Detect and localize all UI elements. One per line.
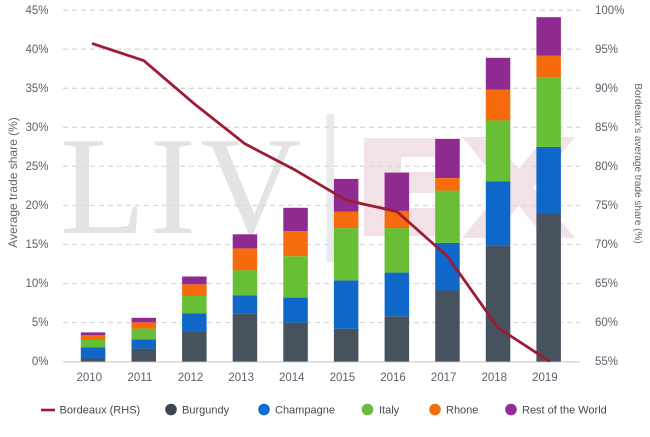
svg-text:5%: 5%: [32, 317, 49, 329]
svg-text:LIV: LIV: [60, 109, 305, 264]
svg-text:2014: 2014: [279, 372, 305, 384]
svg-text:2010: 2010: [77, 372, 103, 384]
svg-text:15%: 15%: [25, 239, 48, 251]
svg-text:0%: 0%: [32, 356, 49, 368]
svg-text:2017: 2017: [431, 372, 457, 384]
svg-text:Average trade share (%): Average trade share (%): [6, 117, 20, 248]
svg-text:Champagne: Champagne: [275, 405, 335, 417]
svg-text:Italy: Italy: [379, 405, 400, 417]
svg-text:85%: 85%: [595, 122, 618, 134]
svg-text:25%: 25%: [25, 161, 48, 173]
svg-text:Rest of the World: Rest of the World: [522, 405, 607, 417]
svg-text:2015: 2015: [330, 372, 356, 384]
svg-text:40%: 40%: [25, 44, 48, 56]
svg-text:Rhone: Rhone: [446, 405, 478, 417]
svg-text:60%: 60%: [595, 317, 618, 329]
svg-text:2012: 2012: [178, 372, 204, 384]
svg-text:10%: 10%: [25, 278, 48, 290]
svg-text:20%: 20%: [25, 200, 48, 212]
svg-text:75%: 75%: [595, 200, 618, 212]
svg-text:35%: 35%: [25, 83, 48, 95]
svg-text:2016: 2016: [380, 372, 406, 384]
svg-text:2011: 2011: [128, 372, 153, 384]
svg-text:Burgundy: Burgundy: [182, 405, 230, 417]
svg-text:90%: 90%: [595, 83, 618, 95]
svg-text:70%: 70%: [595, 239, 618, 251]
svg-text:95%: 95%: [595, 44, 618, 56]
svg-text:45%: 45%: [25, 5, 48, 17]
svg-text:2019: 2019: [532, 372, 558, 384]
svg-text:Bordeaux’s average trade share: Bordeaux’s average trade share (%): [632, 83, 643, 243]
svg-text:65%: 65%: [595, 278, 618, 290]
svg-text:100%: 100%: [595, 5, 624, 17]
svg-text:30%: 30%: [25, 122, 48, 134]
svg-text:2018: 2018: [482, 372, 508, 384]
svg-text:55%: 55%: [595, 356, 618, 368]
svg-text:2013: 2013: [228, 372, 254, 384]
svg-text:80%: 80%: [595, 161, 618, 173]
svg-text:Bordeaux (RHS): Bordeaux (RHS): [60, 405, 141, 417]
